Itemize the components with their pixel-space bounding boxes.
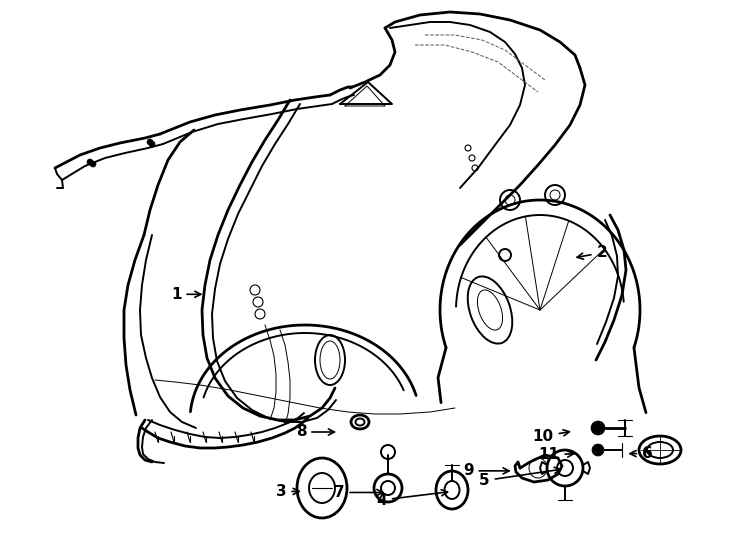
Circle shape [87,159,93,165]
Circle shape [147,139,153,145]
Text: 4: 4 [377,490,448,508]
Text: 8: 8 [296,424,335,440]
Circle shape [591,421,605,435]
Text: 1: 1 [171,287,201,302]
Circle shape [90,161,96,167]
Text: 11: 11 [539,447,574,462]
Text: 3: 3 [276,484,299,499]
Text: 10: 10 [533,429,570,444]
Text: 7: 7 [334,485,383,500]
Text: 5: 5 [479,467,561,488]
Circle shape [592,444,604,456]
Text: 6: 6 [630,446,653,461]
Text: 2: 2 [577,245,607,260]
Text: 9: 9 [463,463,509,478]
Circle shape [149,141,155,147]
